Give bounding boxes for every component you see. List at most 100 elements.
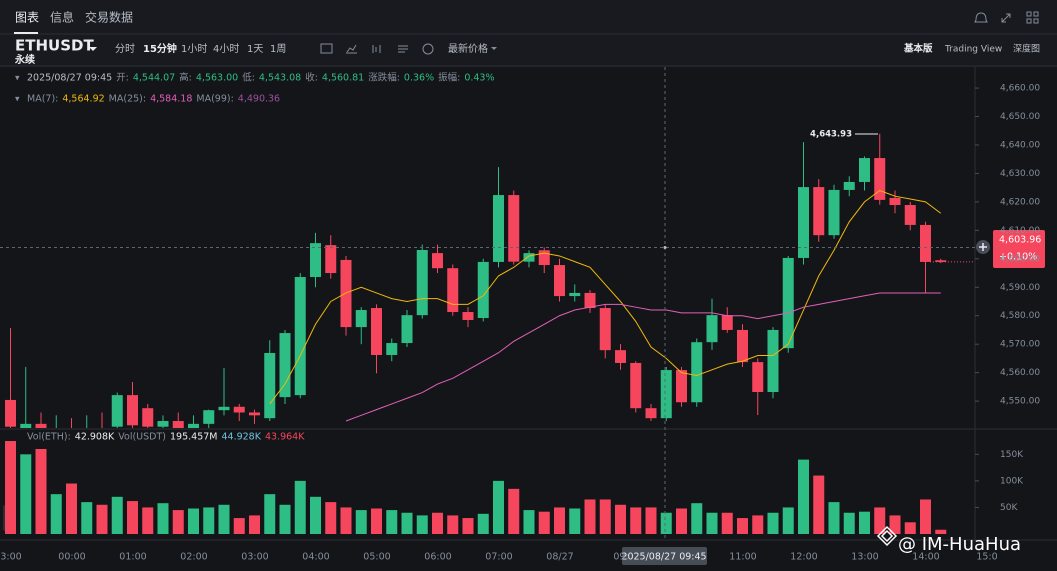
interval[interactable]: 1天 <box>247 44 263 55</box>
dropdown-arrow[interactable] <box>89 47 97 51</box>
candle-body <box>584 292 596 309</box>
candle-body <box>737 329 748 363</box>
volume-bar <box>310 496 321 534</box>
info-label: 振幅: <box>438 72 460 84</box>
candle-body <box>523 253 535 262</box>
watermark-logo <box>876 525 898 547</box>
grid-icon[interactable] <box>1026 11 1032 17</box>
candle-body <box>767 329 779 392</box>
volume-bar <box>264 494 276 534</box>
x-tick-label: 11:00 <box>729 552 756 563</box>
info-value: 0.36% <box>404 73 434 84</box>
volume-bar <box>127 501 138 534</box>
volume-legend: Vol(USDT) <box>118 432 166 443</box>
ma-line <box>345 292 941 422</box>
x-tick-label: 06:00 <box>424 552 451 563</box>
volume-bar <box>798 459 809 534</box>
y-tick-label: 4,590.00 <box>1000 283 1040 293</box>
symbol[interactable]: ETHUSDT <box>15 37 94 55</box>
tool-icon[interactable] <box>422 43 434 55</box>
volume-bar <box>142 507 154 534</box>
volume-bar <box>554 507 565 534</box>
grid-icon <box>1026 18 1032 24</box>
tab[interactable]: 信息 <box>50 10 74 25</box>
candle-body <box>691 342 703 403</box>
candle-body <box>569 292 581 297</box>
y-tick-label: 4,610.00 <box>1000 226 1040 236</box>
candle-body <box>111 395 123 427</box>
candle-body <box>752 362 764 392</box>
dropdown-arrow[interactable] <box>491 47 497 50</box>
candle-body <box>233 406 245 413</box>
tool-icon[interactable] <box>346 44 357 54</box>
tab[interactable]: 图表 <box>15 11 39 25</box>
candle-body <box>599 308 611 351</box>
volume-bar <box>935 529 947 534</box>
tool-icon[interactable] <box>320 43 333 54</box>
tab[interactable]: 交易数据 <box>85 10 133 25</box>
price-plot <box>5 133 947 428</box>
interval[interactable]: 15分钟 <box>143 42 177 55</box>
volume-bar <box>20 454 32 534</box>
x-tick-label: 3:00 <box>0 552 21 563</box>
volume-legend: 195.457M <box>170 432 217 443</box>
candle-body <box>493 195 504 262</box>
info-value: 0.43% <box>464 73 494 84</box>
candle-body <box>645 408 657 419</box>
candle-body <box>401 315 413 344</box>
volume-bar <box>721 512 733 534</box>
volume-bar <box>371 508 382 534</box>
ma-legend-toggle[interactable]: ▾ <box>15 95 20 105</box>
candle-body <box>371 308 382 355</box>
y-tick-label: 4,620.00 <box>1000 197 1040 207</box>
y-tick-label: 4,660.00 <box>1000 84 1040 94</box>
crosshair-time-box <box>622 547 707 565</box>
volume-bar <box>81 502 93 534</box>
interval[interactable]: 4小时 <box>213 43 239 55</box>
volume-bar <box>508 488 520 534</box>
view-option[interactable]: 深度图 <box>1013 43 1040 55</box>
volume-bar <box>462 518 474 534</box>
volume-legend: 42.908K <box>75 432 115 443</box>
bell-icon[interactable] <box>974 12 988 23</box>
contract: 永续 <box>14 53 35 66</box>
info-value: 4,560.81 <box>322 73 364 84</box>
crosshair-time: 2025/08/27 09:45 <box>621 552 706 563</box>
interval[interactable]: 分时 <box>115 43 135 55</box>
interval[interactable]: 1周 <box>270 43 286 55</box>
volume-bar <box>691 503 703 534</box>
candle-body <box>462 312 474 320</box>
volume-bar <box>752 515 764 534</box>
x-tick-label: 04:00 <box>302 552 329 563</box>
candle-body <box>630 362 642 409</box>
candle-body <box>676 370 687 403</box>
info-toggle[interactable]: ▾ <box>15 74 20 84</box>
ma-line <box>269 189 942 405</box>
candle-body <box>218 406 230 411</box>
expand-icon[interactable] <box>1001 13 1011 23</box>
candle-body <box>721 315 733 330</box>
volume-bar <box>493 480 504 534</box>
volume-bar <box>188 508 199 534</box>
y-tick-label: 4,600.00 <box>1000 254 1040 264</box>
volume-bar <box>660 512 672 534</box>
candle-body <box>554 265 565 297</box>
candle-body <box>386 343 398 355</box>
volume-bar <box>5 441 16 534</box>
candle-body <box>20 423 32 428</box>
volume-bar <box>874 507 886 534</box>
x-tick-label: 07:00 <box>485 552 512 563</box>
tool-icon[interactable] <box>372 45 381 53</box>
ma-label: MA(7): <box>27 94 58 105</box>
grid-icon <box>1033 18 1039 24</box>
view-option[interactable]: Trading View <box>944 45 1002 55</box>
interval[interactable]: 1小时 <box>181 43 207 55</box>
volume-bar <box>203 507 215 534</box>
candle-body <box>310 243 321 278</box>
volume-bar <box>96 504 108 534</box>
x-tick-label: 15:0 <box>976 552 997 563</box>
info-time: 2025/08/27 09:45 <box>27 73 112 84</box>
tool-icon[interactable] <box>398 45 408 53</box>
view-option[interactable]: 基本版 <box>903 43 933 55</box>
price-mode[interactable]: 最新价格 <box>448 42 488 55</box>
